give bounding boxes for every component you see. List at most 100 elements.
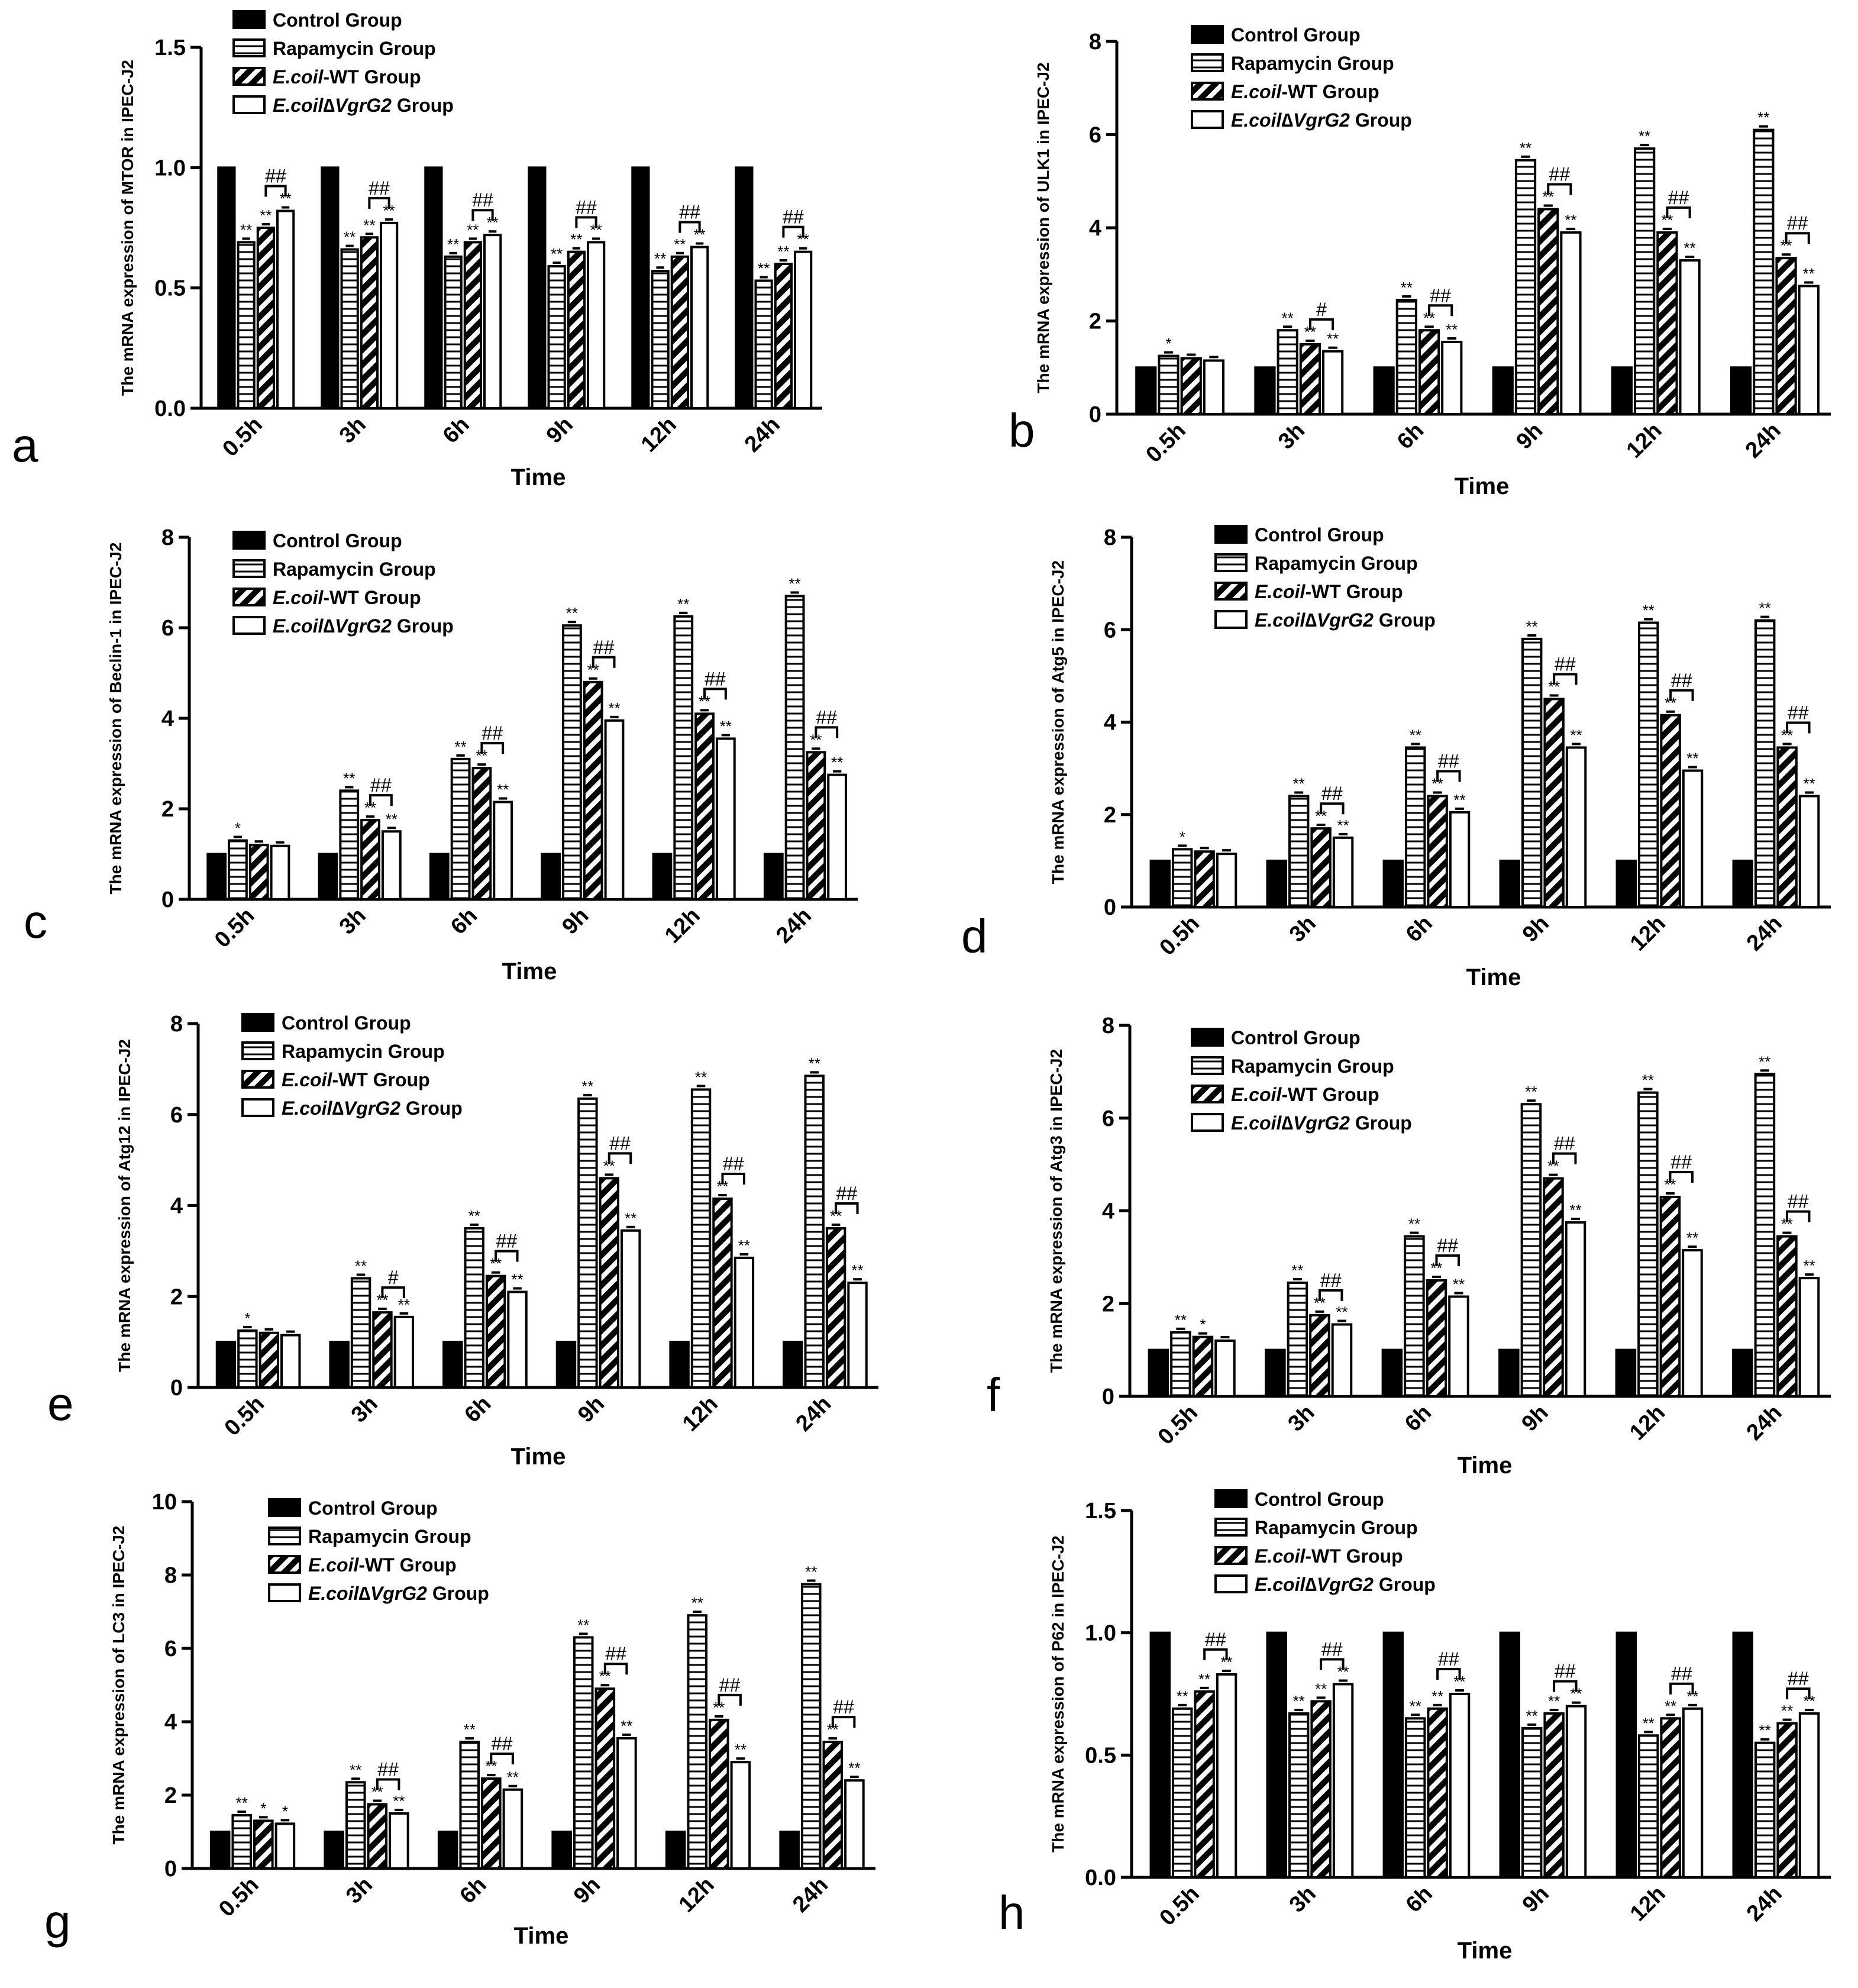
y-tick-label: 6 bbox=[1104, 618, 1116, 643]
x-tick-label: 24h bbox=[740, 412, 785, 457]
legend-swatch bbox=[1214, 1574, 1248, 1593]
significance-star: ** bbox=[364, 799, 376, 816]
significance-star: ** bbox=[1401, 279, 1413, 296]
legend-label: Rapamycin Group bbox=[1231, 1056, 1394, 1077]
bar-h-0.5h-s1 bbox=[1171, 1707, 1193, 1879]
legend-swatch bbox=[268, 1526, 301, 1545]
y-tick-label: 4 bbox=[1104, 711, 1116, 735]
bar-b-9h-s3 bbox=[1560, 231, 1582, 415]
y-tick-label: 6 bbox=[1102, 1106, 1114, 1131]
comparison-bracket bbox=[575, 216, 597, 228]
comparison-mark: ## bbox=[1671, 670, 1692, 691]
bar-c-3h-s0 bbox=[318, 853, 338, 901]
panel-letter: g bbox=[44, 1895, 71, 1948]
bar-h-6h-s0 bbox=[1382, 1631, 1404, 1879]
bar-a-0.5h-s3 bbox=[276, 209, 295, 409]
y-tick-label: 2 bbox=[170, 1285, 183, 1309]
bar-h-9h-s2 bbox=[1543, 1712, 1565, 1879]
y-tick-label: 8 bbox=[161, 525, 174, 550]
chart-panel-a: 0.0 0.5 1.0 1.5 The mRNA expression of MTOR … bbox=[12, 9, 822, 490]
comparison-bracket bbox=[1669, 1170, 1694, 1183]
y-axis-label: The mRNA expression of ULK1 in IPEC-J2 bbox=[1034, 62, 1052, 393]
significance-star: ** bbox=[1430, 1259, 1442, 1277]
x-tick-label: 0.5h bbox=[220, 1392, 269, 1441]
significance-star: ** bbox=[654, 250, 666, 267]
significance-star: ** bbox=[1548, 1692, 1560, 1710]
bar-d-6h-s1 bbox=[1404, 746, 1426, 908]
bar-a-9h-s0 bbox=[528, 166, 547, 409]
legend-swatch bbox=[1214, 610, 1248, 629]
significance-star: ** bbox=[1643, 602, 1655, 619]
significance-star: ** bbox=[1314, 1294, 1326, 1312]
legend: Control Group Rapamycin Group E.coil-WT Gr… bbox=[232, 530, 454, 637]
significance-star: ** bbox=[1446, 321, 1458, 338]
y-tick-label: 2 bbox=[1104, 803, 1116, 828]
bar-a-0.5h-s0 bbox=[217, 166, 236, 409]
bar-f-0.5h-s0 bbox=[1148, 1348, 1169, 1398]
bar-g-24h-s3 bbox=[844, 1779, 865, 1870]
bar-h-6h-s1 bbox=[1404, 1717, 1426, 1879]
panel-letter: h bbox=[999, 1886, 1025, 1939]
significance-star: * bbox=[1200, 1316, 1206, 1334]
comparison-bracket bbox=[678, 221, 701, 233]
bar-a-9h-s2 bbox=[567, 250, 586, 409]
comparison-bracket bbox=[1552, 1152, 1577, 1164]
x-tick-label: 6h bbox=[455, 1873, 492, 1909]
y-tick-label: 0.5 bbox=[154, 276, 186, 301]
bar-b-3h-s1 bbox=[1277, 329, 1298, 415]
bar-d-24h-s0 bbox=[1732, 859, 1753, 908]
bar-b-12h-s0 bbox=[1611, 366, 1633, 415]
bar-c-9h-s2 bbox=[583, 680, 603, 901]
bar-g-3h-s3 bbox=[389, 1812, 409, 1870]
bar-g-12h-s1 bbox=[687, 1614, 708, 1870]
comparison-mark: ## bbox=[1321, 1638, 1343, 1660]
bar-g-24h-s1 bbox=[800, 1583, 822, 1870]
bar-c-24h-s1 bbox=[784, 595, 805, 901]
bar-e-12h-s1 bbox=[690, 1088, 712, 1389]
bar-b-24h-s2 bbox=[1775, 257, 1797, 415]
bar-h-3h-s3 bbox=[1332, 1683, 1354, 1879]
comparison-bracket bbox=[835, 1202, 859, 1214]
bar-a-3h-s3 bbox=[380, 221, 399, 409]
y-tick-label: 6 bbox=[170, 1103, 183, 1128]
significance-star: ** bbox=[805, 1563, 817, 1581]
x-tick-label: 0.5h bbox=[1141, 418, 1190, 467]
y-axis-label: The mRNA expression of MTOR in IPEC-J2 bbox=[118, 60, 137, 396]
x-tick-label: 12h bbox=[1626, 911, 1670, 956]
y-tick-label: 0.5 bbox=[1085, 1743, 1116, 1768]
y-tick-label: 6 bbox=[1089, 123, 1101, 148]
comparison-mark: ## bbox=[605, 1643, 626, 1664]
significance-star: ** bbox=[789, 575, 800, 592]
significance-star: ** bbox=[1293, 775, 1305, 793]
bar-b-9h-s1 bbox=[1514, 159, 1537, 415]
legend-label: E.coil-WT Group bbox=[1255, 1545, 1403, 1567]
y-tick-label: 4 bbox=[170, 1194, 183, 1219]
bar-f-3h-s1 bbox=[1287, 1281, 1308, 1398]
x-tick-label: 3h bbox=[341, 1873, 377, 1909]
bar-b-6h-s3 bbox=[1441, 340, 1463, 415]
x-tick-label: 9h bbox=[1517, 1400, 1553, 1437]
bar-c-12h-s2 bbox=[694, 712, 715, 901]
legend-swatch bbox=[1191, 1056, 1224, 1075]
x-tick-label: 12h bbox=[660, 903, 705, 948]
comparison-mark: ## bbox=[609, 1132, 631, 1154]
comparison-mark: ## bbox=[482, 722, 503, 744]
bar-e-24h-s2 bbox=[825, 1227, 846, 1389]
legend: Control Group Rapamycin Group E.coil-WT Gr… bbox=[1191, 24, 1412, 131]
legend-swatch bbox=[1191, 110, 1224, 129]
significance-star: ** bbox=[581, 1077, 593, 1095]
comparison-mark: ## bbox=[1549, 164, 1571, 185]
legend-swatch bbox=[1214, 1518, 1248, 1537]
y-tick-label: 6 bbox=[161, 616, 174, 641]
legend-swatch bbox=[268, 1583, 301, 1602]
y-tick-label: 1.0 bbox=[154, 156, 186, 180]
bar-a-0.5h-s1 bbox=[237, 241, 256, 409]
bar-e-3h-s2 bbox=[372, 1311, 393, 1389]
bar-h-0.5h-s0 bbox=[1149, 1631, 1171, 1879]
significance-star: ** bbox=[343, 769, 355, 787]
significance-star: * bbox=[1165, 335, 1171, 353]
chart-panel-b: 0 2 4 6 8 The mRNA expression of ULK1 in IPEC… bbox=[1009, 24, 1831, 499]
x-axis-label: Time bbox=[511, 1444, 566, 1470]
comparison-bracket bbox=[721, 1172, 745, 1185]
bar-e-6h-s3 bbox=[507, 1290, 528, 1389]
